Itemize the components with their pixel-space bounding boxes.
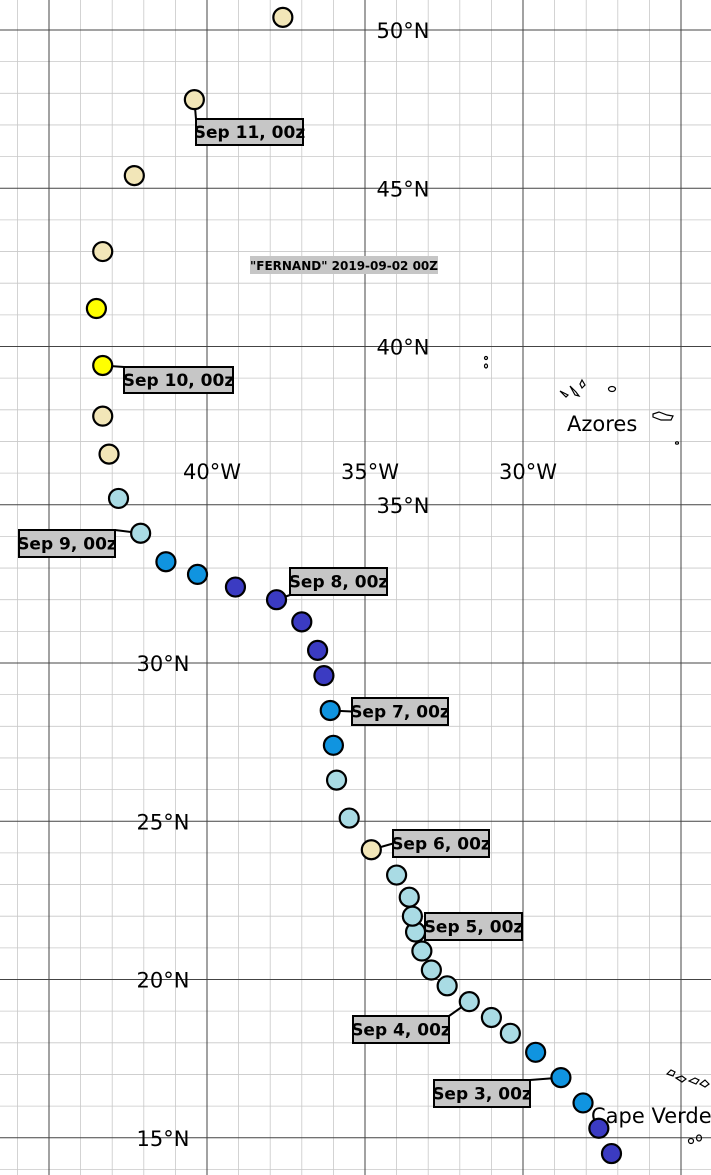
track-point [436, 975, 458, 997]
date-label: Sep 5, 00z [424, 912, 524, 941]
date-label-text: Sep 5, 00z [424, 918, 524, 938]
date-label-text: Sep 4, 00z [351, 1021, 451, 1041]
track-point [319, 699, 341, 722]
track-point [550, 1067, 572, 1089]
track-point [588, 1117, 610, 1139]
date-label-box [289, 567, 388, 596]
track-point [338, 807, 360, 829]
lat-label: 45°N [377, 177, 430, 201]
lat-label: 20°N [137, 969, 190, 993]
track-point [322, 734, 344, 756]
date-label-box [352, 1015, 450, 1044]
track-point [92, 240, 114, 263]
date-label: Sep 4, 00z [351, 1015, 451, 1044]
track-point [600, 1142, 623, 1165]
date-label-text: Sep 3, 00z [432, 1085, 532, 1105]
date-labels: Sep 3, 00z Sep 4, 00z Sep 5, 00z Sep 6, 00z… [17, 118, 532, 1108]
track-point [398, 886, 420, 908]
cape-verde-islands [665, 1069, 710, 1145]
date-label-text: Sep 11, 00z [194, 123, 306, 143]
date-label: Sep 11, 00z [194, 118, 306, 146]
date-label-box [195, 118, 304, 146]
track-point [420, 959, 442, 981]
track-point [272, 6, 294, 28]
track-point [525, 1041, 547, 1063]
track-point [307, 639, 329, 661]
lat-label: 15°N [137, 1127, 190, 1151]
date-label-text: Sep 6, 00z [391, 835, 491, 855]
date-label: Sep 3, 00z [432, 1079, 532, 1108]
date-label: Sep 8, 00z [289, 567, 389, 596]
axis-labels: 50°N 45°N 40°N 35°N 30°N 25°N 20°N 15°N 40°W 35°W… [137, 19, 558, 1151]
lat-label: 25°N [137, 810, 190, 834]
date-label-box [18, 529, 116, 558]
lat-label: 40°N [377, 336, 430, 360]
track-point [499, 1022, 521, 1044]
lon-label: 30°W [499, 460, 557, 484]
track-point [98, 443, 120, 465]
track-point [123, 164, 145, 187]
land-features [483, 355, 710, 1145]
track-point [107, 487, 130, 510]
lat-label: 30°N [137, 652, 190, 676]
place-label-cape-verde: Cape Verde [591, 1104, 711, 1128]
track-point [325, 769, 348, 791]
date-label: Sep 6, 00z [391, 829, 491, 858]
date-label: Sep 7, 00z [350, 697, 450, 726]
lat-label: 35°N [377, 494, 430, 518]
date-label-box [351, 697, 449, 726]
track-point [360, 839, 382, 861]
track-point [265, 589, 288, 611]
track-point [291, 611, 313, 633]
track-point [411, 940, 433, 962]
date-label-text: Sep 10, 00z [123, 371, 235, 391]
track-point [224, 576, 247, 598]
track-point [401, 905, 423, 927]
storm-track [85, 6, 623, 1165]
track-point [186, 563, 209, 585]
date-label-box [392, 829, 490, 858]
date-label: Sep 10, 00z [123, 366, 235, 394]
place-labels: Azores Cape Verde [567, 412, 711, 1128]
lon-label: 40°W [183, 460, 241, 484]
track-point [480, 1006, 502, 1029]
lat-label: 50°N [377, 19, 430, 43]
place-label-azores: Azores [567, 412, 637, 436]
track-point [313, 665, 335, 687]
track-point [155, 551, 177, 573]
track-point [572, 1092, 594, 1114]
track-point [458, 991, 480, 1013]
date-label-box [123, 366, 234, 394]
date-label-box [424, 912, 523, 941]
title-text: "FERNAND" 2019-09-02 00Z [250, 259, 438, 273]
date-label-text: Sep 7, 00z [350, 703, 450, 723]
track-point [92, 354, 114, 377]
map-title: "FERNAND" 2019-09-02 00Z [250, 256, 438, 274]
track-point [92, 405, 114, 427]
lon-label: 35°W [341, 460, 399, 484]
date-label-text: Sep 8, 00z [289, 573, 389, 593]
date-label: Sep 9, 00z [17, 529, 117, 558]
date-label-box [433, 1079, 531, 1108]
track-point [183, 89, 205, 111]
azores-islands [483, 355, 680, 445]
title-background [250, 256, 438, 274]
track-point [386, 864, 408, 886]
track-point [85, 297, 108, 320]
date-label-text: Sep 9, 00z [17, 535, 117, 555]
track-point [130, 522, 152, 544]
